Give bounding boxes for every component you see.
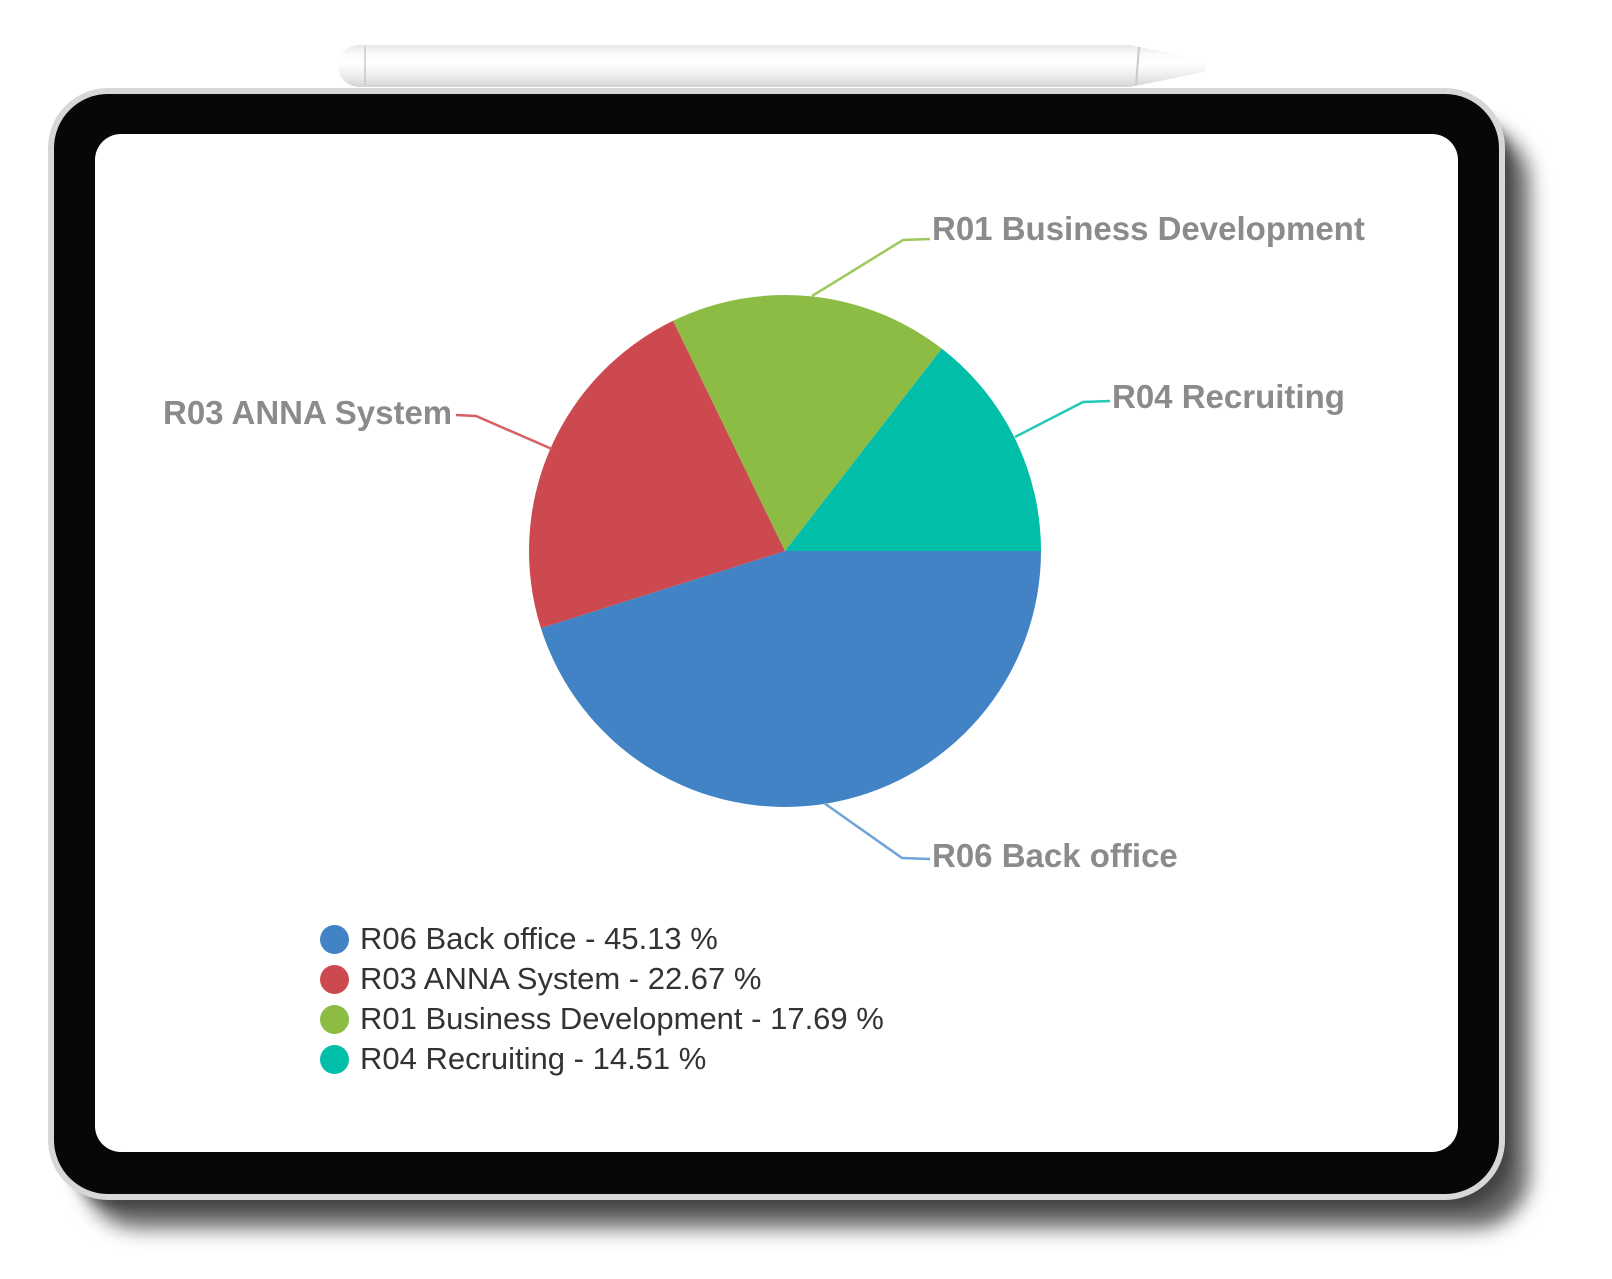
chart-legend: R06 Back office - 45.13 % R03 ANNA Syste… [320,919,884,1079]
callout-line-r01-business-development [811,237,931,298]
tablet-bezel: R01 Business Development R04 Recruiting … [54,94,1499,1194]
callout-label-r01-business-development: R01 Business Development [932,210,1365,247]
pie-slice-r06-back-office [540,551,1041,807]
tablet-screen: R01 Business Development R04 Recruiting … [95,134,1458,1152]
legend-label: R01 Business Development - 17.69 % [360,1001,884,1036]
legend-dot-r06 [320,924,349,954]
callout-label-r04-recruiting: R04 Recruiting [1112,378,1345,415]
pie-slice-r03-anna-system [529,320,785,629]
legend-item: R01 Business Development - 17.69 % [320,999,884,1039]
tablet-device: R01 Business Development R04 Recruiting … [48,88,1505,1200]
legend-label: R03 ANNA System - 22.67 % [360,961,762,996]
legend-dot-r01 [320,1004,349,1034]
pie-chart [455,237,1111,861]
pie-slice-r04-recruiting [785,348,1041,551]
legend-label: R04 Recruiting - 14.51 % [360,1041,707,1076]
stylus-pencil [338,45,1207,87]
legend-dot-r04 [320,1044,349,1074]
legend-label: R06 Back office - 45.13 % [360,921,718,956]
callout-line-r03-anna-system [455,413,553,451]
legend-item: R03 ANNA System - 22.67 % [320,959,884,999]
callout-label-r06-back-office: R06 Back office [932,837,1178,874]
pencil-tip [1130,45,1207,87]
legend-dot-r03 [320,964,349,994]
callout-line-r04-recruiting [1014,399,1111,439]
callout-label-r03-anna-system: R03 ANNA System [163,394,453,431]
pencil-tip-seam [1135,46,1140,86]
legend-item: R04 Recruiting - 14.51 % [320,1039,884,1079]
legend-item: R06 Back office - 45.13 % [320,919,884,959]
callout-line-r06-back-office [823,801,931,861]
pencil-body [338,45,1130,87]
pie-slice-r01-business-development [673,295,942,551]
